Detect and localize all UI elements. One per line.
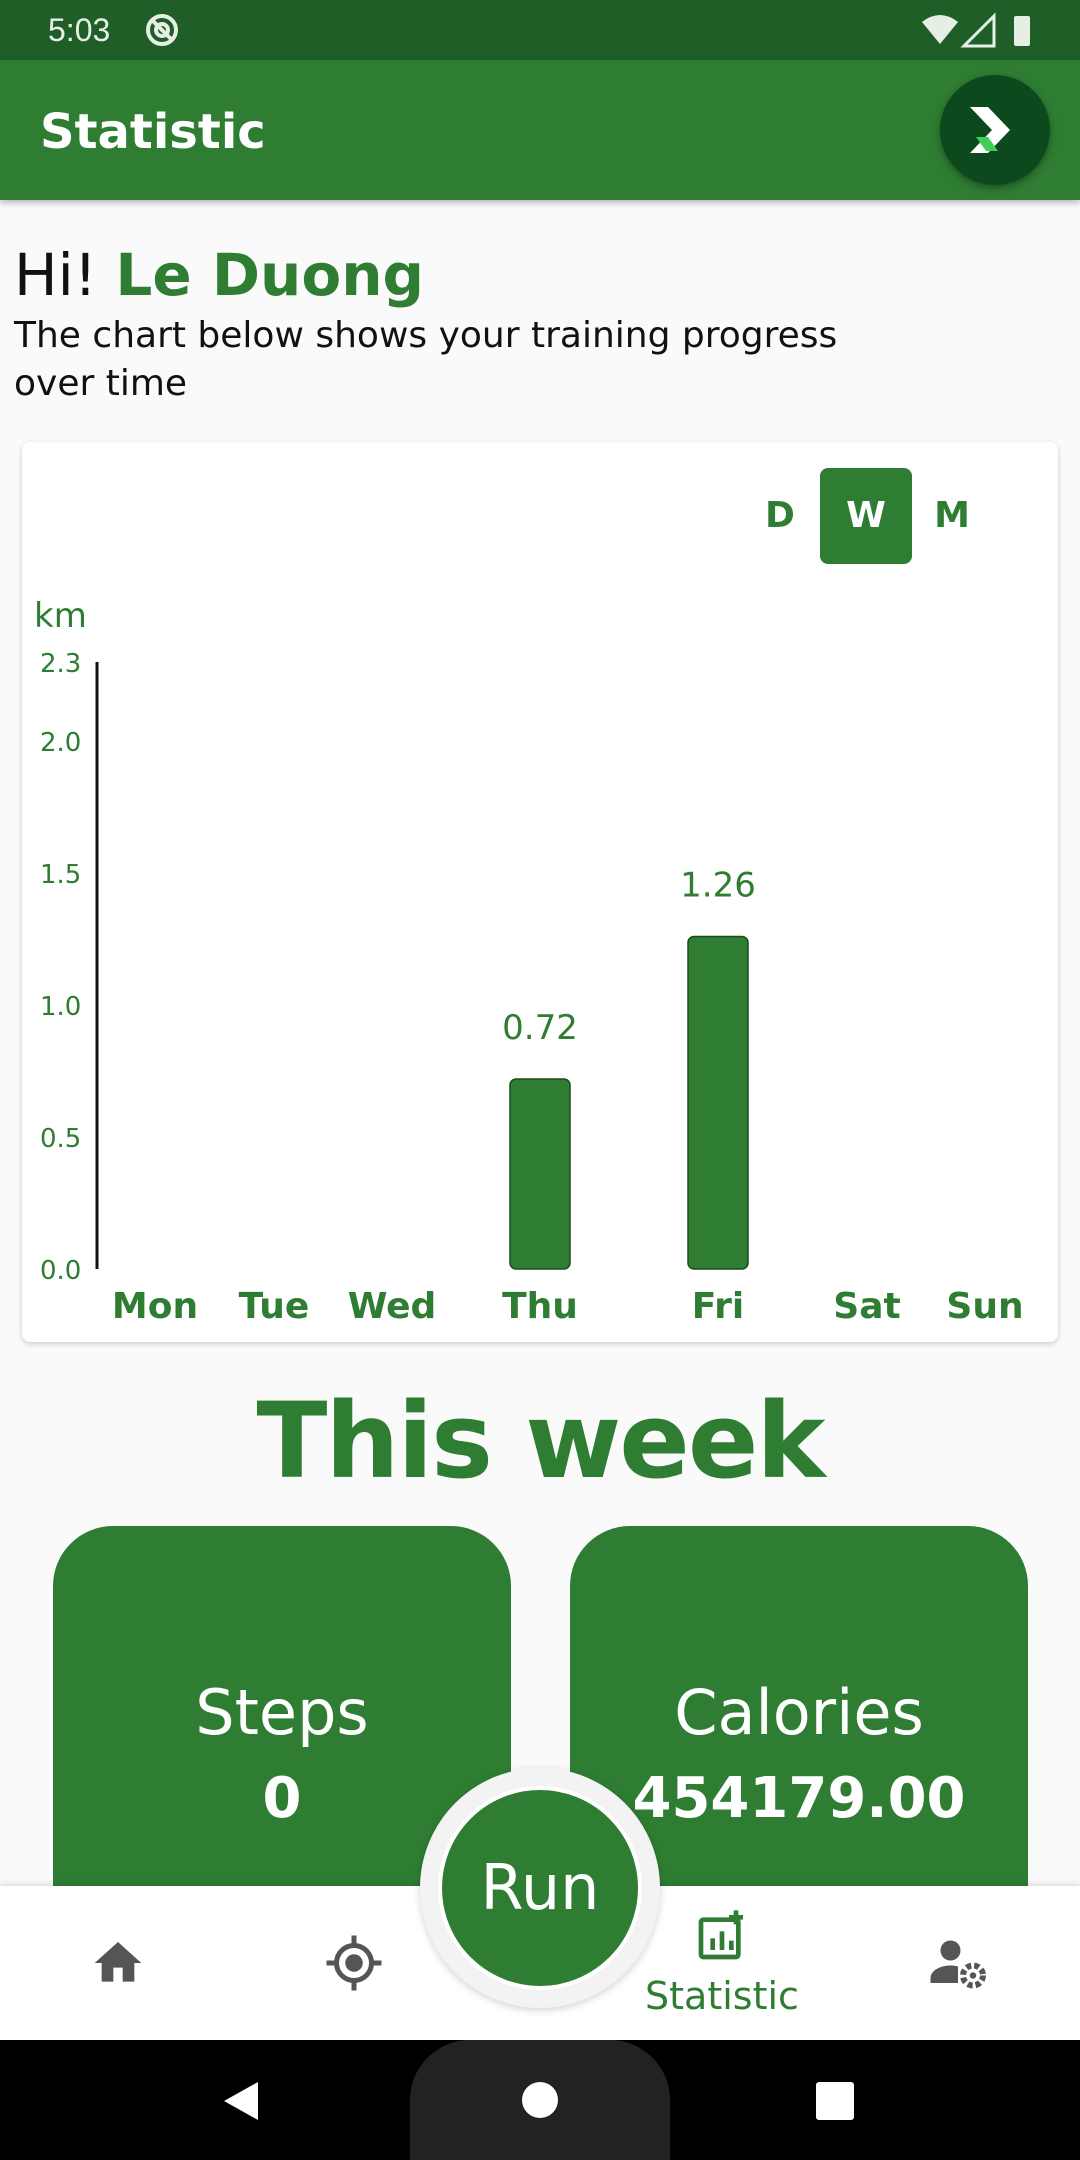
period-day-button[interactable]: D: [765, 495, 795, 536]
next-button[interactable]: [940, 75, 1050, 185]
recents-icon[interactable]: [816, 2082, 854, 2120]
status-time: 5:03: [48, 12, 111, 48]
status-icons: [922, 12, 1030, 48]
y-tick-label: 0.0: [40, 1256, 81, 1286]
do-not-disturb-icon: [146, 14, 178, 46]
system-navigation-bar: [0, 2040, 1080, 2160]
nav-statistic-label: Statistic: [645, 1974, 799, 2018]
y-tick-label: 2.3: [40, 649, 81, 679]
nav-user-settings[interactable]: [858, 1886, 1058, 2040]
home-icon[interactable]: [520, 2080, 560, 2120]
greeting-subtitle: The chart below shows your training prog…: [14, 315, 838, 404]
x-tick-label-sun: Sun: [946, 1286, 1023, 1327]
greeting: Hi! Le Duong: [14, 240, 424, 310]
nav-home[interactable]: [18, 1886, 218, 2040]
chart-bar-thu: [509, 1078, 571, 1270]
chart-card: D W M km 0.0 0.5 1.0 1.5 2.0 2.3 Mon Tue Wed 0.72 T…: [22, 442, 1058, 1342]
page-title: Statistic: [40, 104, 266, 160]
y-tick-label: 1.5: [40, 860, 81, 890]
y-tick-label: 1.0: [40, 992, 81, 1022]
data-label-thu: 0.72: [502, 1008, 578, 1048]
steps-value: 0: [262, 1766, 302, 1831]
user-name: Le Duong: [115, 241, 424, 309]
statistic-icon: [698, 1910, 743, 1960]
x-tick-label-tue: Tue: [239, 1286, 310, 1327]
y-tick-label: 0.5: [40, 1124, 81, 1154]
period-month-button[interactable]: M: [934, 495, 970, 536]
run-button[interactable]: Run: [438, 1786, 642, 1990]
this-week-title: This week: [256, 1380, 825, 1502]
period-week-button[interactable]: W: [820, 468, 912, 564]
calories-value: 454179.00: [632, 1766, 966, 1831]
back-icon[interactable]: [220, 2080, 260, 2122]
nav-gps[interactable]: [254, 1886, 454, 2040]
signal-icon: [960, 12, 996, 48]
x-tick-label-wed: Wed: [348, 1286, 437, 1327]
wifi-icon: [922, 15, 958, 44]
gps-target-icon: [326, 1935, 382, 1991]
greeting-hi: Hi!: [14, 241, 116, 309]
status-bar: 5:03: [0, 0, 1080, 60]
steps-label: Steps: [195, 1676, 369, 1749]
x-tick-label-mon: Mon: [112, 1286, 198, 1327]
home-icon: [94, 1942, 142, 1982]
battery-icon: [1014, 16, 1030, 46]
user-settings-icon: [930, 1940, 986, 1989]
chevron-right-icon: [970, 107, 1010, 153]
app-bar: Statistic: [0, 60, 1080, 200]
x-tick-label-fri: Fri: [692, 1286, 744, 1327]
nav-statistic[interactable]: Statistic: [622, 1886, 822, 2040]
x-tick-label-sat: Sat: [833, 1286, 900, 1327]
y-axis-label: km: [34, 596, 87, 636]
y-tick-label: 2.0: [40, 728, 81, 758]
bar-chart: km 0.0 0.5 1.0 1.5 2.0 2.3 Mon Tue Wed 0.72 Thu 1.26…: [34, 596, 1024, 1327]
data-label-fri: 1.26: [680, 865, 756, 905]
x-tick-label-thu: Thu: [502, 1286, 578, 1327]
calories-label: Calories: [674, 1676, 924, 1749]
chart-bar-fri: [687, 935, 749, 1270]
